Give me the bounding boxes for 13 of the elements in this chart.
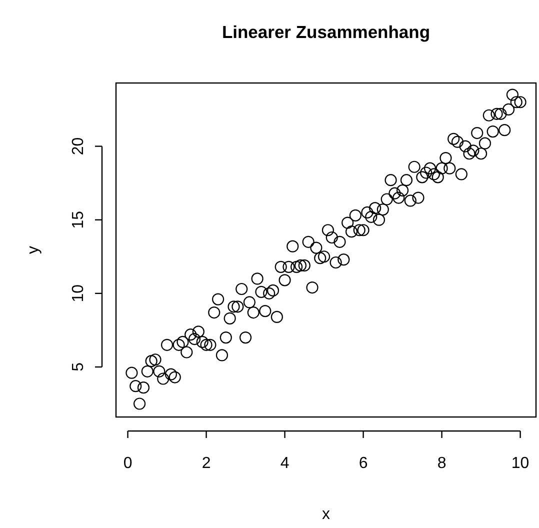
x-axis-title: x bbox=[322, 506, 330, 523]
x-tick-label: 0 bbox=[123, 455, 132, 472]
x-tick-label: 10 bbox=[511, 455, 530, 472]
x-tick-label: 6 bbox=[358, 455, 368, 472]
chart-title: Linearer Zusammenhang bbox=[222, 22, 430, 42]
x-tick-label: 4 bbox=[280, 455, 290, 472]
y-tick-label: 10 bbox=[70, 284, 87, 302]
y-tick-label: 20 bbox=[70, 137, 87, 156]
y-tick-label: 5 bbox=[70, 362, 87, 372]
x-tick-label: 2 bbox=[202, 455, 211, 472]
y-tick-label: 15 bbox=[70, 210, 87, 229]
y-axis-title: y bbox=[25, 246, 42, 254]
x-tick-label: 8 bbox=[437, 455, 446, 472]
